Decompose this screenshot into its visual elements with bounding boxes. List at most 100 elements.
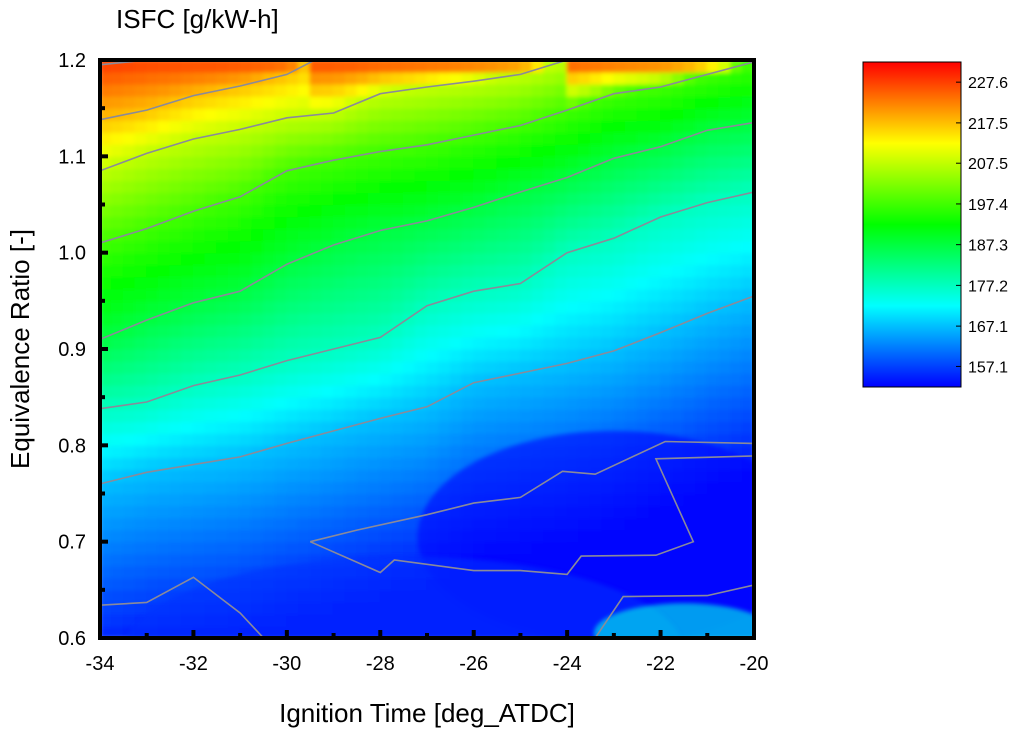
- heatmap-cell: [192, 95, 206, 109]
- heatmap-cell: [356, 155, 370, 169]
- heatmap-cell: [624, 360, 638, 374]
- heatmap-cell: [344, 155, 358, 169]
- heatmap-cell: [484, 384, 498, 398]
- heatmap-cell: [111, 83, 124, 97]
- heatmap-cell: [321, 408, 335, 422]
- heatmap-cell: [146, 565, 159, 579]
- heatmap-cell: [297, 300, 311, 314]
- heatmap-cell: [554, 384, 568, 398]
- heatmap-cell: [100, 384, 113, 398]
- heatmap-cell: [589, 131, 603, 145]
- heatmap-cell: [438, 336, 451, 350]
- colorbar-tick-label: 227.6: [968, 75, 1008, 92]
- heatmap-cell: [601, 264, 615, 278]
- heatmap-cell: [146, 276, 159, 290]
- heatmap-cell: [741, 360, 754, 374]
- heatmap-cell: [251, 541, 265, 555]
- heatmap-cell: [566, 360, 580, 374]
- heatmap-cell: [730, 336, 743, 350]
- heatmap-cell: [251, 408, 265, 422]
- heatmap-cell: [204, 95, 218, 109]
- heatmap-cell: [566, 408, 580, 422]
- heatmap-cell: [356, 167, 370, 182]
- heatmap-cell: [636, 324, 650, 338]
- heatmap-cell: [519, 384, 533, 398]
- heatmap-cell: [181, 264, 195, 278]
- heatmap-cell: [659, 60, 673, 73]
- heatmap-cell: [134, 252, 148, 266]
- heatmap-cell: [332, 203, 346, 218]
- heatmap-cell: [706, 215, 720, 230]
- heatmap-cell: [356, 276, 370, 290]
- heatmap-cell: [403, 119, 416, 133]
- heatmap-cell: [683, 191, 697, 206]
- heatmap-cell: [332, 264, 346, 278]
- heatmap-cell: [589, 336, 603, 350]
- heatmap-cell: [204, 71, 218, 85]
- heatmap-cell: [262, 288, 276, 302]
- heatmap-cell: [227, 203, 241, 218]
- heatmap-cell: [216, 227, 230, 242]
- heatmap-cell: [449, 348, 463, 362]
- heatmap-cell: [297, 240, 311, 254]
- heatmap-cell: [473, 119, 486, 133]
- heatmap-cell: [297, 372, 311, 386]
- heatmap-cell: [216, 167, 230, 182]
- heatmap-cell: [414, 155, 428, 169]
- heatmap-cell: [741, 131, 754, 145]
- heatmap-cell: [449, 264, 463, 278]
- heatmap-cell: [426, 336, 440, 350]
- heatmap-cell: [613, 95, 627, 109]
- heatmap-cell: [718, 131, 732, 145]
- heatmap-cell: [344, 215, 358, 230]
- heatmap-cell: [379, 456, 393, 471]
- heatmap-cell: [718, 240, 732, 254]
- heatmap-cell: [473, 372, 486, 386]
- heatmap-cell: [134, 191, 148, 206]
- heatmap-cell: [426, 468, 440, 483]
- heatmap-cell: [169, 492, 183, 507]
- heatmap-cell: [706, 324, 720, 338]
- heatmap-cell: [473, 384, 486, 398]
- heatmap-cell: [251, 191, 265, 206]
- heatmap-cell: [111, 504, 124, 519]
- heatmap-cell: [706, 240, 720, 254]
- heatmap-cell: [718, 215, 732, 230]
- heatmap-cell: [414, 480, 428, 495]
- heatmap-cell: [648, 300, 662, 314]
- heatmap-cell: [379, 336, 393, 350]
- heatmap-cell: [286, 420, 300, 434]
- heatmap-cell: [134, 384, 148, 398]
- heatmap-cell: [554, 420, 568, 434]
- heatmap-cell: [379, 312, 393, 326]
- heatmap-cell: [426, 372, 440, 386]
- heatmap-cell: [134, 83, 148, 97]
- heatmap-cell: [169, 360, 183, 374]
- heatmap-cell: [508, 408, 522, 422]
- heatmap-cell: [379, 95, 393, 109]
- heatmap-cell: [379, 541, 393, 555]
- heatmap-cell: [309, 324, 323, 338]
- heatmap-cell: [624, 420, 638, 434]
- heatmap-cell: [274, 95, 288, 109]
- heatmap-cell: [461, 432, 475, 446]
- heatmap-cell: [671, 179, 685, 194]
- heatmap-cell: [192, 480, 206, 495]
- heatmap-cell: [356, 203, 370, 218]
- heatmap-cell: [100, 71, 113, 85]
- heatmap-cell: [344, 348, 358, 362]
- heatmap-cell: [274, 143, 288, 157]
- heatmap-cell: [671, 288, 685, 302]
- heatmap-cell: [227, 179, 241, 194]
- heatmap-cell: [181, 215, 195, 230]
- heatmap-cell: [671, 276, 685, 290]
- heatmap-cell: [274, 300, 288, 314]
- heatmap-cell: [508, 372, 522, 386]
- heatmap-cell: [730, 203, 743, 218]
- heatmap-cell: [251, 264, 265, 278]
- heatmap-cell: [414, 264, 428, 278]
- heatmap-cell: [157, 420, 171, 434]
- heatmap-cell: [741, 324, 754, 338]
- heatmap-cell: [286, 264, 300, 278]
- heatmap-cell: [659, 119, 673, 133]
